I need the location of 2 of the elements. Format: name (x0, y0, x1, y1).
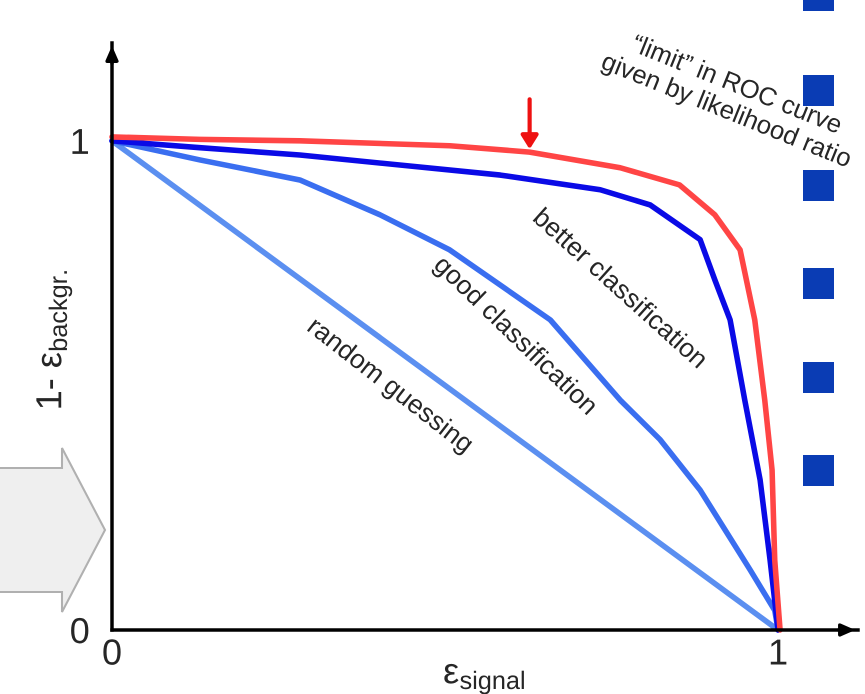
x-axis-title: ε$_{signal}$ (444, 664, 524, 694)
y-axis-title: 1- ε$_{backgr.}$ (36, 271, 72, 408)
